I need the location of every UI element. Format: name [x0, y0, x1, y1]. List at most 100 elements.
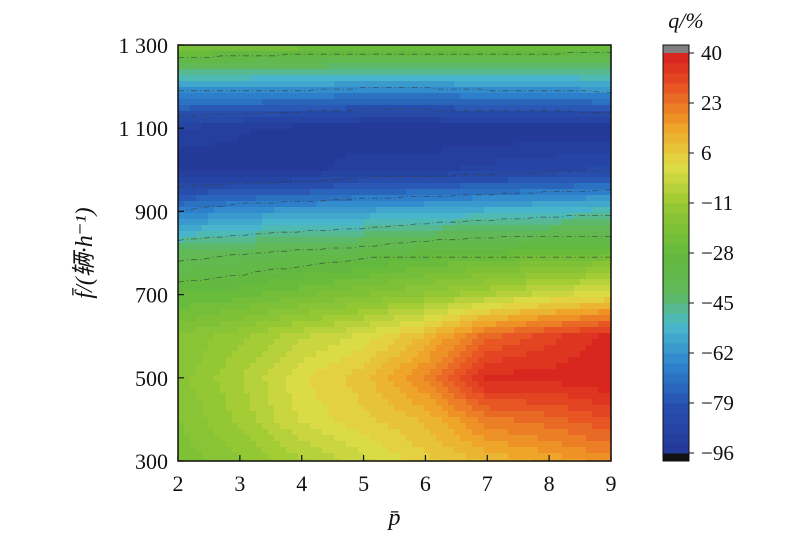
- heatmap-cell: [472, 435, 479, 442]
- heatmap-cell: [424, 231, 431, 238]
- heatmap-cell: [202, 123, 209, 130]
- heatmap-cell: [478, 345, 485, 352]
- heatmap-cell: [334, 387, 341, 394]
- heatmap-cell: [556, 267, 563, 274]
- heatmap-cell: [418, 369, 425, 376]
- heatmap-cell: [352, 219, 359, 226]
- heatmap-cell: [544, 69, 551, 76]
- heatmap-cell: [322, 159, 329, 166]
- heatmap-cell: [484, 291, 491, 298]
- heatmap-cell: [340, 213, 347, 220]
- heatmap-cell: [388, 189, 395, 196]
- heatmap-cell: [226, 117, 233, 124]
- heatmap-cell: [268, 45, 275, 52]
- heatmap-cell: [508, 381, 515, 388]
- heatmap-cell: [460, 129, 467, 136]
- heatmap-cell: [202, 375, 209, 382]
- heatmap-cell: [472, 81, 479, 88]
- heatmap-cell: [292, 315, 299, 322]
- heatmap-cell: [328, 405, 335, 412]
- heatmap-cell: [370, 225, 377, 232]
- heatmap-cell: [460, 327, 467, 334]
- heatmap-cell: [568, 225, 575, 232]
- heatmap-cell: [544, 309, 551, 316]
- heatmap-cell: [220, 333, 227, 340]
- heatmap-cell: [496, 435, 503, 442]
- heatmap-cell: [478, 273, 485, 280]
- heatmap-cell: [592, 123, 599, 130]
- heatmap-cell: [370, 405, 377, 412]
- heatmap-cell: [388, 441, 395, 448]
- heatmap-cell: [208, 99, 215, 106]
- heatmap-cell: [388, 255, 395, 262]
- heatmap-cell: [454, 315, 461, 322]
- heatmap-cell: [196, 105, 203, 112]
- heatmap-cell: [352, 321, 359, 328]
- heatmap-cell: [400, 267, 407, 274]
- heatmap-cell: [514, 135, 521, 142]
- heatmap-cell: [304, 429, 311, 436]
- heatmap-cell: [274, 231, 281, 238]
- heatmap-cell: [454, 177, 461, 184]
- heatmap-cell: [442, 273, 449, 280]
- heatmap-cell: [448, 123, 455, 130]
- heatmap-cell: [424, 195, 431, 202]
- heatmap-cell: [466, 333, 473, 340]
- heatmap-cell: [508, 69, 515, 76]
- heatmap-cell: [220, 231, 227, 238]
- heatmap-cell: [442, 105, 449, 112]
- heatmap-cell: [328, 141, 335, 148]
- heatmap-cell: [484, 327, 491, 334]
- heatmap-cell: [424, 135, 431, 142]
- heatmap-cell: [292, 165, 299, 172]
- heatmap-cell: [262, 87, 269, 94]
- heatmap-cell: [448, 99, 455, 106]
- heatmap-cell: [412, 339, 419, 346]
- heatmap-cell: [244, 321, 251, 328]
- heatmap-cell: [364, 141, 371, 148]
- heatmap-cell: [406, 69, 413, 76]
- heatmap-cell: [358, 123, 365, 130]
- heatmap-cell: [352, 417, 359, 424]
- heatmap-cell: [190, 51, 197, 58]
- heatmap-cell: [334, 207, 341, 214]
- heatmap-cell: [322, 411, 329, 418]
- heatmap-cell: [220, 189, 227, 196]
- heatmap-cell: [346, 207, 353, 214]
- heatmap-cell: [238, 345, 245, 352]
- heatmap-cell: [526, 69, 533, 76]
- heatmap-cell: [292, 435, 299, 442]
- heatmap-cell: [496, 441, 503, 448]
- heatmap-cell: [232, 99, 239, 106]
- heatmap-cell: [280, 177, 287, 184]
- heatmap-cell: [388, 105, 395, 112]
- heatmap-cell: [244, 135, 251, 142]
- heatmap-cell: [244, 51, 251, 58]
- heatmap-cell: [382, 105, 389, 112]
- heatmap-cell: [490, 75, 497, 82]
- heatmap-cell: [364, 189, 371, 196]
- heatmap-cell: [196, 369, 203, 376]
- heatmap-cell: [196, 399, 203, 406]
- heatmap-cell: [430, 267, 437, 274]
- heatmap-cell: [382, 243, 389, 250]
- heatmap-cell: [382, 63, 389, 70]
- heatmap-cell: [334, 87, 341, 94]
- heatmap-cell: [598, 333, 605, 340]
- heatmap-cell: [430, 183, 437, 190]
- heatmap-cell: [178, 387, 185, 394]
- heatmap-cell: [310, 417, 317, 424]
- heatmap-cell: [514, 105, 521, 112]
- heatmap-cell: [412, 255, 419, 262]
- heatmap-cell: [478, 249, 485, 256]
- heatmap-cell: [280, 111, 287, 118]
- heatmap-cell: [472, 93, 479, 100]
- heatmap-cell: [502, 183, 509, 190]
- heatmap-cell: [604, 87, 611, 94]
- heatmap-cell: [520, 111, 527, 118]
- heatmap-cell: [526, 159, 533, 166]
- heatmap-cell: [376, 321, 383, 328]
- heatmap-cell: [214, 339, 221, 346]
- heatmap-cell: [394, 375, 401, 382]
- heatmap-cell: [538, 297, 545, 304]
